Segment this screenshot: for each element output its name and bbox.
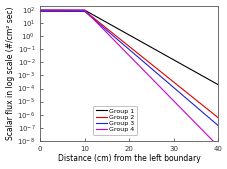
- Group 1: [106, 22, 109, 24]
- Group 2: [212, 114, 215, 116]
- Group 1: [114, 27, 117, 29]
- Group 2: [106, 29, 109, 31]
- X-axis label: Distance (cm) from the left boundary: Distance (cm) from the left boundary: [57, 154, 200, 163]
- Group 3: [114, 37, 117, 39]
- Group 2: [114, 35, 117, 37]
- Group 1: [193, 71, 196, 73]
- Line: Group 2: Group 2: [40, 11, 217, 118]
- Line: Group 1: Group 1: [40, 10, 217, 84]
- Group 4: [193, 122, 196, 124]
- Group 2: [193, 98, 196, 100]
- Line: Group 3: Group 3: [40, 11, 217, 125]
- Group 3: [212, 121, 215, 123]
- Group 1: [216, 83, 218, 86]
- Line: Group 4: Group 4: [40, 10, 217, 146]
- Group 2: [216, 117, 218, 119]
- Group 4: [216, 145, 218, 147]
- Group 4: [212, 141, 215, 143]
- Group 1: [69, 9, 72, 11]
- Group 3: [106, 31, 109, 33]
- Group 1: [39, 9, 41, 11]
- Group 4: [114, 41, 117, 43]
- Group 3: [39, 10, 41, 12]
- Group 2: [59, 10, 62, 12]
- Group 4: [59, 9, 62, 11]
- Group 2: [69, 10, 72, 12]
- Group 1: [212, 82, 215, 84]
- Group 4: [39, 9, 41, 11]
- Legend: Group 1, Group 2, Group 3, Group 4: Group 1, Group 2, Group 3, Group 4: [93, 106, 136, 135]
- Group 4: [106, 33, 109, 35]
- Y-axis label: Scalar flux in log scale (#/cm² sec): Scalar flux in log scale (#/cm² sec): [5, 7, 15, 140]
- Group 3: [193, 105, 196, 107]
- Group 4: [69, 9, 72, 11]
- Group 3: [69, 10, 72, 12]
- Group 3: [216, 124, 218, 126]
- Group 1: [59, 9, 62, 11]
- Group 2: [39, 10, 41, 12]
- Group 3: [59, 10, 62, 12]
